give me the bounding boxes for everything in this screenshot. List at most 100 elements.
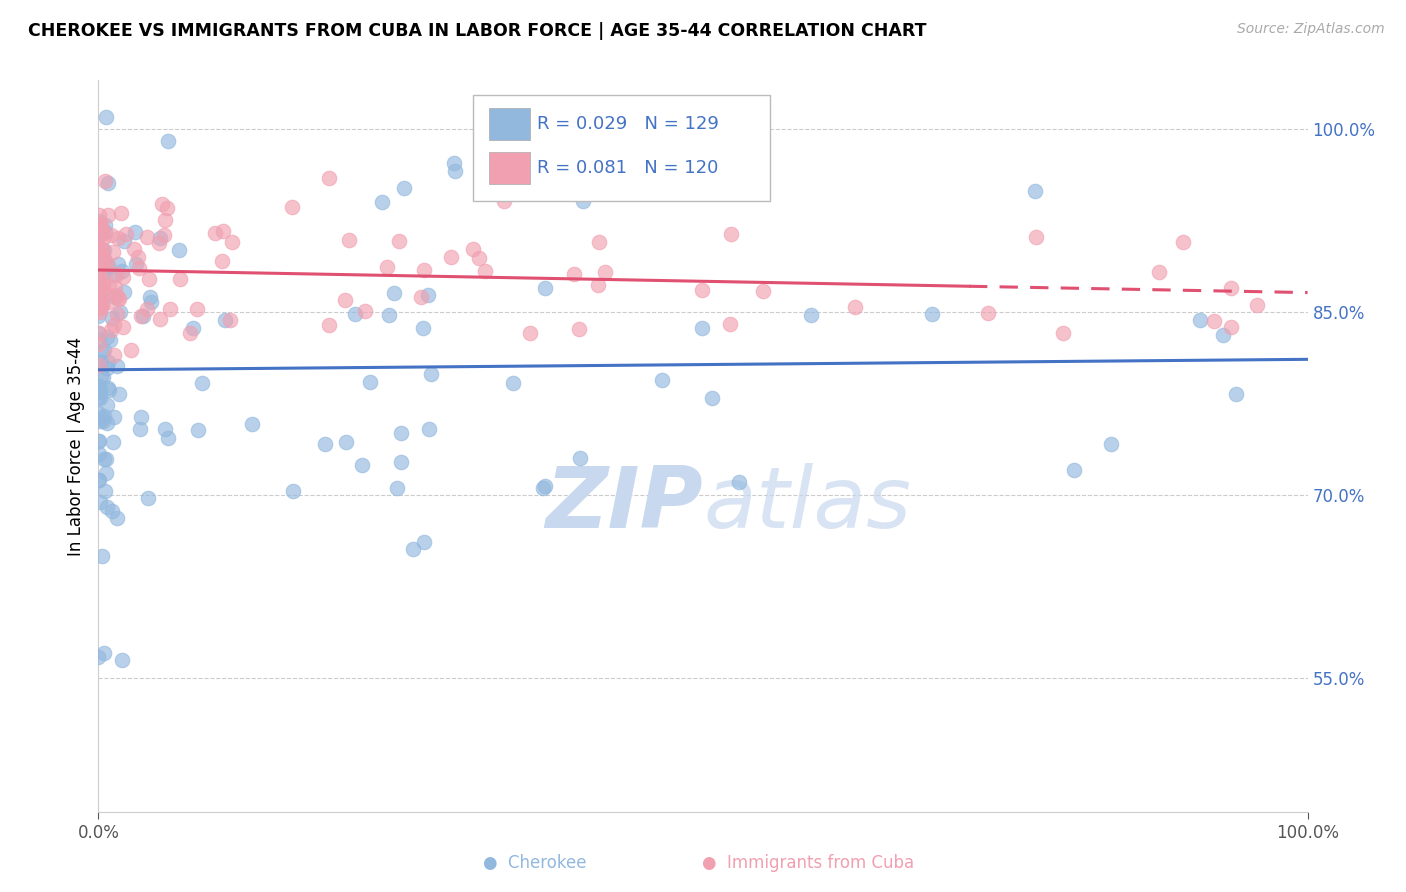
Point [87, 473, 110, 487]
Point [844, 301, 866, 315]
Point [89, 297, 111, 311]
Point [375, 260, 398, 275]
Point [105, 359, 128, 373]
Point [87, 217, 110, 231]
Point [651, 373, 673, 387]
Point [115, 227, 138, 242]
Point [418, 287, 440, 301]
Point [103, 268, 125, 283]
Point [1219, 281, 1241, 295]
Point [94, 484, 117, 499]
Point [105, 288, 128, 302]
Point [1220, 320, 1243, 334]
Point [105, 511, 128, 525]
Point [90, 220, 112, 235]
Point [89, 241, 111, 255]
Point [90, 254, 112, 268]
Text: ZIP: ZIP [546, 463, 703, 546]
Point [89, 219, 111, 233]
Point [413, 263, 436, 277]
Point [502, 376, 524, 390]
Point [1225, 387, 1247, 401]
Point [87, 434, 110, 449]
Point [344, 307, 367, 321]
Point [87, 378, 110, 392]
Point [1149, 265, 1171, 279]
Point [211, 224, 233, 238]
Point [93, 243, 115, 257]
Point [87, 309, 110, 323]
Point [129, 421, 152, 435]
Point [87, 447, 110, 461]
Point [96, 330, 118, 344]
Point [1171, 235, 1194, 249]
Point [87, 252, 110, 267]
Point [1052, 326, 1074, 341]
Point [108, 293, 131, 307]
Point [281, 200, 304, 214]
Point [562, 267, 585, 281]
Point [91, 411, 114, 425]
Point [127, 250, 149, 264]
Point [87, 390, 110, 404]
Point [692, 283, 714, 297]
Point [977, 305, 1000, 319]
Point [531, 481, 554, 495]
Point [221, 235, 243, 249]
Point [89, 301, 111, 315]
Point [108, 387, 131, 401]
Point [93, 646, 115, 660]
Point [595, 265, 617, 279]
Point [131, 309, 153, 323]
Point [96, 361, 118, 376]
FancyBboxPatch shape [489, 152, 530, 184]
Point [402, 542, 425, 557]
Point [97, 208, 120, 222]
Point [87, 406, 110, 420]
Point [87, 333, 110, 347]
Point [1188, 313, 1211, 327]
Point [135, 230, 157, 244]
Point [107, 291, 129, 305]
Text: R = 0.029   N = 129: R = 0.029 N = 129 [537, 115, 720, 133]
Point [1246, 298, 1268, 312]
Point [353, 304, 375, 318]
Point [586, 278, 609, 293]
Point [90, 249, 112, 263]
Point [91, 226, 114, 240]
Point [93, 230, 115, 244]
Point [103, 348, 125, 362]
Point [91, 369, 114, 384]
Point [90, 355, 112, 369]
Point [91, 249, 114, 263]
Point [800, 308, 823, 322]
Point [87, 649, 110, 664]
Point [96, 416, 118, 430]
Point [718, 318, 741, 332]
Point [588, 235, 610, 249]
Text: atlas: atlas [703, 463, 911, 546]
Point [318, 318, 340, 333]
Point [96, 398, 118, 412]
Point [371, 195, 394, 210]
Point [89, 260, 111, 274]
Point [87, 473, 110, 487]
Point [179, 326, 201, 340]
Point [420, 368, 443, 382]
Point [105, 267, 128, 281]
Point [388, 234, 411, 248]
Point [318, 170, 340, 185]
Point [90, 368, 112, 383]
Point [87, 279, 110, 293]
Point [411, 290, 433, 304]
Point [87, 247, 110, 261]
Point [392, 181, 415, 195]
Point [181, 321, 204, 335]
Point [89, 217, 111, 231]
Point [89, 326, 111, 340]
Point [335, 434, 357, 449]
Point [91, 283, 114, 297]
Point [87, 250, 110, 264]
Point [98, 333, 121, 347]
FancyBboxPatch shape [474, 95, 769, 201]
